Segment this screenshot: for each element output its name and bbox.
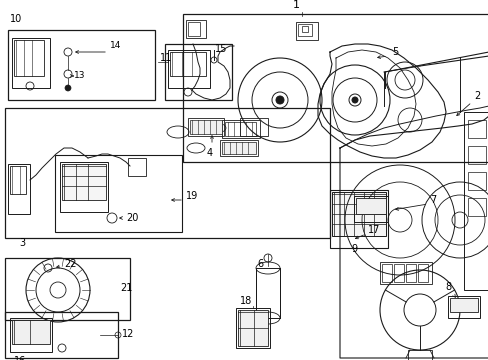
Text: 6: 6 <box>257 259 264 269</box>
Bar <box>449 298 477 312</box>
Text: 2: 2 <box>473 91 479 101</box>
Bar <box>10 318 52 352</box>
Bar <box>240 118 267 136</box>
Bar <box>62 164 106 200</box>
Bar <box>297 24 311 36</box>
Bar <box>405 264 415 282</box>
Text: 20: 20 <box>126 213 138 223</box>
Bar <box>5 258 130 320</box>
Text: 13: 13 <box>74 72 85 81</box>
Text: 14: 14 <box>110 40 121 49</box>
Bar <box>14 40 44 76</box>
Text: 1: 1 <box>292 0 299 10</box>
Circle shape <box>275 96 284 104</box>
Bar <box>467 120 485 138</box>
Bar <box>55 155 182 232</box>
Text: 19: 19 <box>185 191 198 201</box>
Bar <box>170 52 205 76</box>
Bar <box>187 22 200 36</box>
Bar <box>467 146 485 164</box>
Text: 17: 17 <box>367 225 380 235</box>
Bar <box>355 198 385 214</box>
Text: 8: 8 <box>444 282 450 292</box>
Text: 5: 5 <box>391 47 397 57</box>
Bar <box>407 350 431 360</box>
Bar <box>236 308 269 348</box>
Text: 22: 22 <box>64 259 76 269</box>
Bar <box>467 198 485 216</box>
Bar <box>393 264 403 282</box>
Bar <box>187 118 224 136</box>
Bar <box>222 142 256 154</box>
Text: 7: 7 <box>429 195 435 205</box>
Bar <box>5 108 329 238</box>
Text: 11: 11 <box>160 53 172 63</box>
Text: 4: 4 <box>206 148 213 158</box>
Bar <box>10 166 26 194</box>
Text: 15: 15 <box>215 44 227 54</box>
Bar <box>256 268 280 318</box>
Bar <box>417 264 427 282</box>
Bar <box>222 120 260 138</box>
Text: 21: 21 <box>120 283 132 293</box>
Bar <box>185 20 205 38</box>
Bar <box>5 312 118 358</box>
Bar <box>8 30 155 100</box>
Text: 18: 18 <box>240 296 252 306</box>
Bar <box>295 22 317 40</box>
Bar <box>183 14 488 162</box>
Text: 10: 10 <box>10 14 22 24</box>
Text: 16: 16 <box>14 356 26 360</box>
Bar <box>8 164 30 214</box>
Bar <box>128 158 146 176</box>
Bar <box>381 264 391 282</box>
Bar <box>302 26 307 32</box>
Bar <box>12 320 50 344</box>
Bar <box>220 140 258 156</box>
Bar <box>12 38 50 88</box>
Bar <box>164 44 231 100</box>
Text: 12: 12 <box>122 329 134 339</box>
Bar <box>331 192 385 236</box>
Text: 9: 9 <box>350 244 356 254</box>
Text: 3: 3 <box>19 238 25 248</box>
Bar <box>463 112 488 290</box>
Circle shape <box>351 97 357 103</box>
Bar <box>168 50 209 88</box>
Bar <box>353 196 387 222</box>
Bar <box>379 262 431 284</box>
Bar <box>467 172 485 190</box>
Bar <box>224 122 256 136</box>
Bar <box>238 310 267 346</box>
Bar <box>190 120 222 134</box>
Circle shape <box>65 85 71 91</box>
Bar <box>329 190 387 248</box>
Polygon shape <box>339 116 488 358</box>
Bar <box>447 296 479 318</box>
Bar <box>60 162 108 212</box>
